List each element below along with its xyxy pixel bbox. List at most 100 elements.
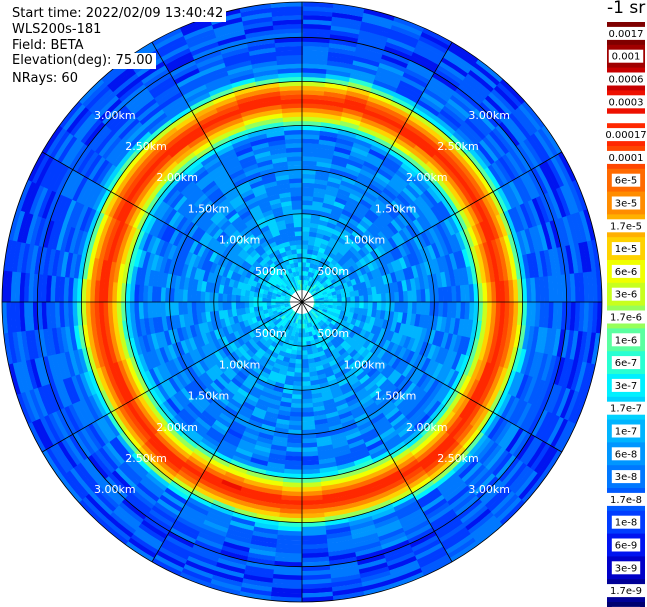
azimuth-line xyxy=(301,41,453,303)
ppi-cell xyxy=(350,68,377,80)
ppi-cell xyxy=(382,339,391,352)
ppi-cell xyxy=(222,474,244,487)
ppi-cell xyxy=(204,515,230,529)
ppi-cell xyxy=(271,10,304,17)
ppi-cell xyxy=(390,219,403,233)
azimuth-line xyxy=(301,301,453,563)
ppi-cell xyxy=(337,359,347,368)
ppi-cell xyxy=(137,249,147,269)
ppi-cell xyxy=(137,165,155,186)
ppi-cell xyxy=(293,376,302,382)
ppi-cell xyxy=(320,478,341,487)
azimuth-line xyxy=(301,301,563,453)
ppi-cell xyxy=(398,269,406,282)
ppi-cell xyxy=(212,378,226,391)
ppi-cell xyxy=(462,377,476,398)
ppi-cell xyxy=(123,153,142,175)
ppi-cell xyxy=(297,337,302,343)
ppi-cell xyxy=(132,208,146,229)
ppi-cell xyxy=(483,262,492,284)
ppi-cell xyxy=(573,243,584,275)
ppi-cell xyxy=(394,302,400,313)
ppi-cell xyxy=(449,42,480,64)
ppi-cell xyxy=(436,177,453,197)
ppi-cell xyxy=(263,341,271,349)
ppi-cell xyxy=(513,256,522,281)
ppi-cell xyxy=(130,451,152,473)
ppi-cell xyxy=(226,366,238,378)
ppi-cell xyxy=(253,296,259,302)
ppi-cell xyxy=(407,473,430,490)
ppi-cell xyxy=(346,237,356,247)
ppi-cell xyxy=(302,147,319,153)
ppi-cell xyxy=(313,307,319,312)
ppi-cell xyxy=(108,260,117,283)
ppi-cell xyxy=(280,94,303,101)
ppi-cell xyxy=(163,133,184,152)
ppi-cell xyxy=(358,471,380,483)
ppi-cell xyxy=(282,356,291,363)
ppi-cell xyxy=(253,521,279,531)
colorbar-label: 6e-9 xyxy=(615,541,638,552)
ppi-cell xyxy=(569,330,579,361)
ppi-cell xyxy=(249,414,264,424)
ppi-cell xyxy=(352,210,365,221)
ppi-cell xyxy=(555,187,572,218)
ppi-cell xyxy=(319,299,325,303)
ppi-cell xyxy=(495,213,509,238)
ppi-cell xyxy=(254,311,261,318)
ppi-cell xyxy=(483,321,491,343)
ppi-cell xyxy=(75,429,95,456)
ppi-cell xyxy=(326,180,341,189)
ppi-cell xyxy=(272,569,302,576)
ppi-cell xyxy=(315,287,321,292)
ppi-cell xyxy=(147,410,165,430)
ppi-cell xyxy=(147,468,170,488)
ppi-cell xyxy=(419,262,428,277)
ppi-cell xyxy=(233,348,243,359)
ppi-cell xyxy=(255,378,267,387)
ppi-cell xyxy=(475,439,495,463)
ppi-cell xyxy=(49,129,71,159)
ppi-cell xyxy=(466,204,480,226)
ppi-cell xyxy=(331,586,364,597)
ppi-cell xyxy=(242,351,252,362)
ppi-cell xyxy=(416,99,441,117)
ppi-cell xyxy=(369,369,381,382)
field-label: Field: BETA xyxy=(10,38,87,54)
ppi-cell xyxy=(348,361,359,371)
ppi-cell xyxy=(281,205,293,212)
ppi-cell xyxy=(35,155,55,186)
ppi-cell xyxy=(406,527,435,545)
ppi-cell xyxy=(372,201,386,214)
ppi-cell xyxy=(587,271,594,304)
ppi-cell xyxy=(346,221,357,231)
ppi-cell xyxy=(486,302,493,323)
ppi-cell xyxy=(314,298,320,301)
ppi-cell xyxy=(539,194,555,223)
ppi-cell xyxy=(462,207,476,228)
ppi-cell xyxy=(525,277,532,303)
ppi-cell xyxy=(235,180,251,192)
ppi-cell xyxy=(245,283,252,291)
ppi-cell xyxy=(233,330,241,340)
ppi-cell xyxy=(302,266,306,272)
ppi-cell xyxy=(241,12,274,22)
ppi-cell xyxy=(251,410,266,420)
ppi-cell xyxy=(380,242,391,254)
ppi-cell xyxy=(24,389,41,421)
ppi-cell xyxy=(420,192,435,210)
ppi-cell xyxy=(1,269,9,302)
ppi-cell xyxy=(301,538,328,545)
colorbar-label: 1.7e-7 xyxy=(610,404,642,415)
ppi-cell xyxy=(173,288,180,302)
ppi-cell xyxy=(349,443,367,454)
ppi-cell xyxy=(404,405,421,421)
ppi-cell xyxy=(29,357,42,388)
ring-label: 500m xyxy=(317,265,349,278)
ppi-cell xyxy=(526,407,545,436)
ppi-cell xyxy=(515,434,536,462)
ppi-cell xyxy=(536,447,559,477)
ppi-cell xyxy=(215,446,234,460)
ppi-cell xyxy=(369,249,379,261)
